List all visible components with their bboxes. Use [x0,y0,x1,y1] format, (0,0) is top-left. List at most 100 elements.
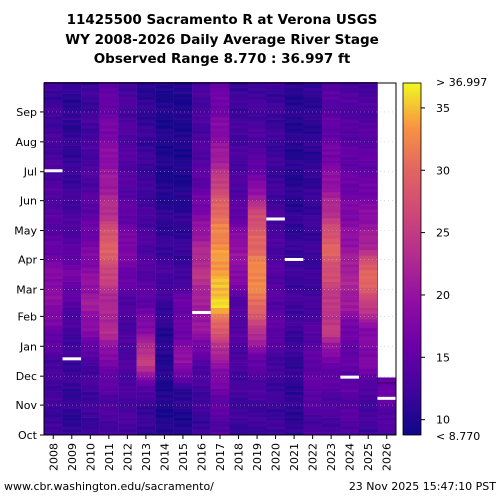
heatmap-cell [247,246,267,251]
heatmap-cell [173,215,193,219]
heatmap-cell [155,113,174,118]
heatmap-cell [192,183,211,187]
heatmap-cell [192,206,211,210]
heatmap-cell [155,157,174,161]
heatmap-cell [62,368,82,372]
heatmap-cell [192,139,211,144]
heatmap-cell [62,270,82,274]
heatmap-cell [284,310,304,314]
heatmap-cell [247,348,267,352]
heatmap-cell [229,246,248,251]
heatmap-cell [210,134,230,138]
heatmap-cell [62,417,82,421]
heatmap-cell [155,249,174,254]
heatmap-cell [321,304,341,308]
heatmap-cell [303,151,323,155]
heatmap-cell [247,197,267,201]
heatmap-cell [62,371,82,375]
x-tick-label: 2026 [381,443,394,471]
heatmap-cell [377,238,397,242]
heatmap-cell [340,194,360,199]
heatmap-cell [118,93,137,97]
heatmap-cell [229,99,248,103]
heatmap-cell [44,391,63,395]
heatmap-cell [99,145,119,149]
heatmap-cell [118,194,137,199]
heatmap-cell [303,281,323,285]
heatmap-cell [377,108,397,112]
heatmap-cell [247,191,267,196]
heatmap-cell [377,420,397,424]
heatmap-cell [118,163,137,167]
heatmap-cell [136,281,156,285]
heatmap-cell [62,168,82,173]
heatmap-cell [81,394,100,398]
heatmap-cell [99,82,119,86]
heatmap-cell [266,432,286,436]
heatmap-cell [44,356,63,361]
heatmap-cell [155,322,174,326]
heatmap-cell [303,426,323,430]
heatmap-cell [62,137,82,141]
heatmap-cell [99,388,119,392]
heatmap-cell [81,423,100,427]
heatmap-cell [303,82,323,86]
heatmap-cell [247,160,267,164]
heatmap-cell [173,429,193,433]
heatmap-cell [284,426,304,430]
heatmap-cell [229,241,248,245]
heatmap-cell [155,359,174,363]
heatmap-cell [155,218,174,222]
heatmap-cell [358,119,378,123]
heatmap-cell [210,163,230,167]
heatmap-cell [321,255,341,259]
heatmap-cell [284,209,304,213]
heatmap-cell [377,145,397,149]
heatmap-cell [284,414,304,418]
heatmap-cell [229,145,248,149]
heatmap-cell [284,380,304,384]
heatmap-cell [303,177,323,181]
heatmap-cell [192,261,211,265]
heatmap-cell [155,368,174,372]
heatmap-cell [136,119,156,123]
heatmap-cell [210,197,230,201]
x-tick-label: 2018 [233,443,246,471]
heatmap-cell [62,406,82,410]
heatmap-cell [99,356,119,361]
heatmap-cell [210,307,230,311]
heatmap-cell [247,119,267,123]
heatmap-cell [210,319,230,323]
heatmap-cell [377,432,397,436]
heatmap-cell [340,84,360,89]
chart-title-line-2: WY 2008-2026 Daily Average River Stage [65,32,379,48]
heatmap-cell [118,122,137,126]
heatmap-cell [229,420,248,424]
heatmap-cell [321,322,341,326]
heatmap-cell [210,417,230,421]
heatmap-cell [44,212,63,216]
heatmap-cell [284,99,304,103]
heatmap-cell [377,304,397,308]
heatmap-cell [229,203,248,207]
heatmap-cell [136,163,156,167]
heatmap-cell [99,206,119,210]
heatmap-cell [247,229,267,233]
heatmap-cell [377,301,397,306]
heatmap-cell [358,108,378,112]
heatmap-cell [229,359,248,363]
heatmap-cell [136,82,156,86]
heatmap-cell [118,356,137,361]
heatmap-cell [192,154,211,158]
heatmap-cell [44,96,63,100]
heatmap-cell [210,382,230,387]
heatmap-cell [266,368,286,372]
heatmap-cell [247,365,267,369]
heatmap-cell [210,232,230,236]
heatmap-cell [303,203,323,207]
heatmap-cell [377,87,397,92]
heatmap-cell [44,385,63,390]
heatmap-cell [44,380,63,384]
heatmap-cell [44,319,63,323]
heatmap-cell [247,408,267,413]
